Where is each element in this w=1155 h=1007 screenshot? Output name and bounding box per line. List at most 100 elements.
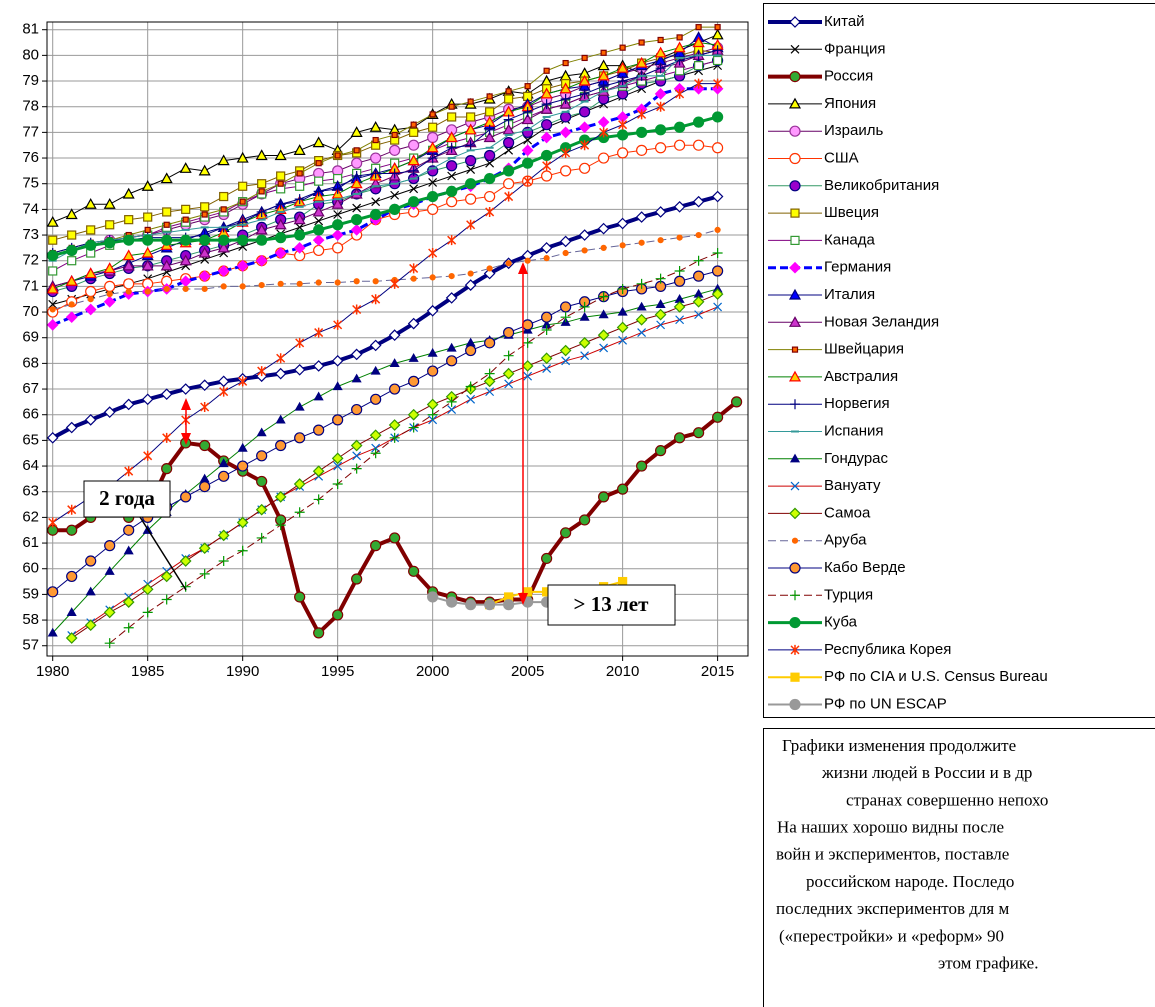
marker [295, 222, 305, 232]
marker [256, 206, 267, 217]
legend-label: Самоа [824, 504, 871, 521]
marker [426, 398, 439, 411]
marker [675, 315, 685, 325]
marker [294, 229, 306, 241]
marker [275, 520, 286, 531]
marker [256, 234, 268, 246]
marker [160, 388, 173, 401]
marker [541, 552, 553, 565]
marker [635, 313, 648, 326]
marker [638, 39, 645, 46]
marker [656, 320, 666, 330]
marker [388, 329, 401, 341]
marker [236, 259, 249, 272]
y-tick-label: 73 [22, 226, 39, 243]
marker [465, 344, 477, 357]
marker [695, 24, 702, 31]
pointer-line [139, 516, 187, 591]
x-tick-label: 1980 [36, 663, 69, 680]
marker [179, 254, 192, 266]
marker [409, 127, 419, 137]
marker [65, 421, 78, 434]
marker [597, 329, 610, 341]
marker [502, 123, 515, 135]
series [49, 24, 721, 257]
marker [104, 540, 116, 552]
marker [239, 283, 246, 290]
marker [332, 479, 343, 490]
marker [410, 275, 417, 282]
marker [789, 507, 801, 520]
marker [238, 181, 248, 191]
marker [274, 491, 287, 503]
marker [505, 88, 512, 95]
marker [638, 239, 645, 246]
marker [427, 153, 438, 164]
marker [296, 170, 303, 177]
marker [312, 205, 325, 217]
marker [163, 221, 170, 228]
marker [255, 149, 268, 161]
legend-label: Италия [824, 286, 875, 303]
marker [274, 218, 287, 230]
axes: 57 58 59 60 61 62 63 64 65 66 67 68 69 70 71 72 73 74 75 76… [22, 21, 734, 680]
annotation-box [547, 584, 676, 626]
marker [559, 344, 572, 357]
marker [122, 259, 135, 271]
marker [256, 427, 267, 437]
marker [791, 346, 799, 353]
marker [445, 131, 458, 143]
marker [67, 504, 77, 515]
marker [560, 165, 572, 177]
marker [105, 220, 115, 230]
legend-label: Япония [824, 95, 876, 112]
marker [162, 207, 172, 217]
marker [389, 358, 400, 367]
marker [389, 144, 401, 156]
marker [446, 185, 458, 198]
legend-label: Кабо Верде [824, 559, 906, 576]
marker [523, 371, 533, 381]
marker [483, 375, 496, 388]
marker [201, 211, 208, 218]
x-tick-label: 2000 [416, 663, 449, 680]
marker [125, 288, 132, 295]
marker [122, 187, 135, 199]
marker [198, 379, 211, 392]
marker [275, 414, 286, 424]
marker [331, 354, 344, 367]
marker [408, 196, 420, 208]
marker [693, 255, 704, 266]
legend-label: Россия [824, 68, 873, 85]
marker [673, 41, 686, 53]
marker [789, 16, 801, 28]
marker [791, 537, 799, 544]
marker [429, 111, 436, 118]
marker [370, 448, 381, 459]
marker [65, 208, 78, 220]
marker [580, 140, 590, 151]
marker [182, 216, 189, 223]
marker [294, 401, 305, 411]
marker [428, 178, 438, 187]
marker [293, 363, 306, 376]
marker [219, 191, 229, 202]
marker [541, 170, 553, 182]
marker [504, 379, 514, 389]
marker [789, 453, 801, 463]
arrowhead [181, 398, 191, 410]
legend-label: Испания [824, 422, 884, 439]
marker [103, 198, 116, 209]
marker [429, 274, 436, 281]
marker [427, 203, 439, 215]
marker [694, 78, 704, 89]
marker [503, 165, 515, 177]
marker [426, 141, 439, 153]
marker [694, 61, 704, 71]
marker [789, 125, 801, 137]
marker [312, 136, 325, 148]
marker [161, 594, 172, 605]
marker [789, 698, 801, 711]
marker [484, 599, 496, 611]
legend-label: Швейцария [824, 341, 904, 358]
